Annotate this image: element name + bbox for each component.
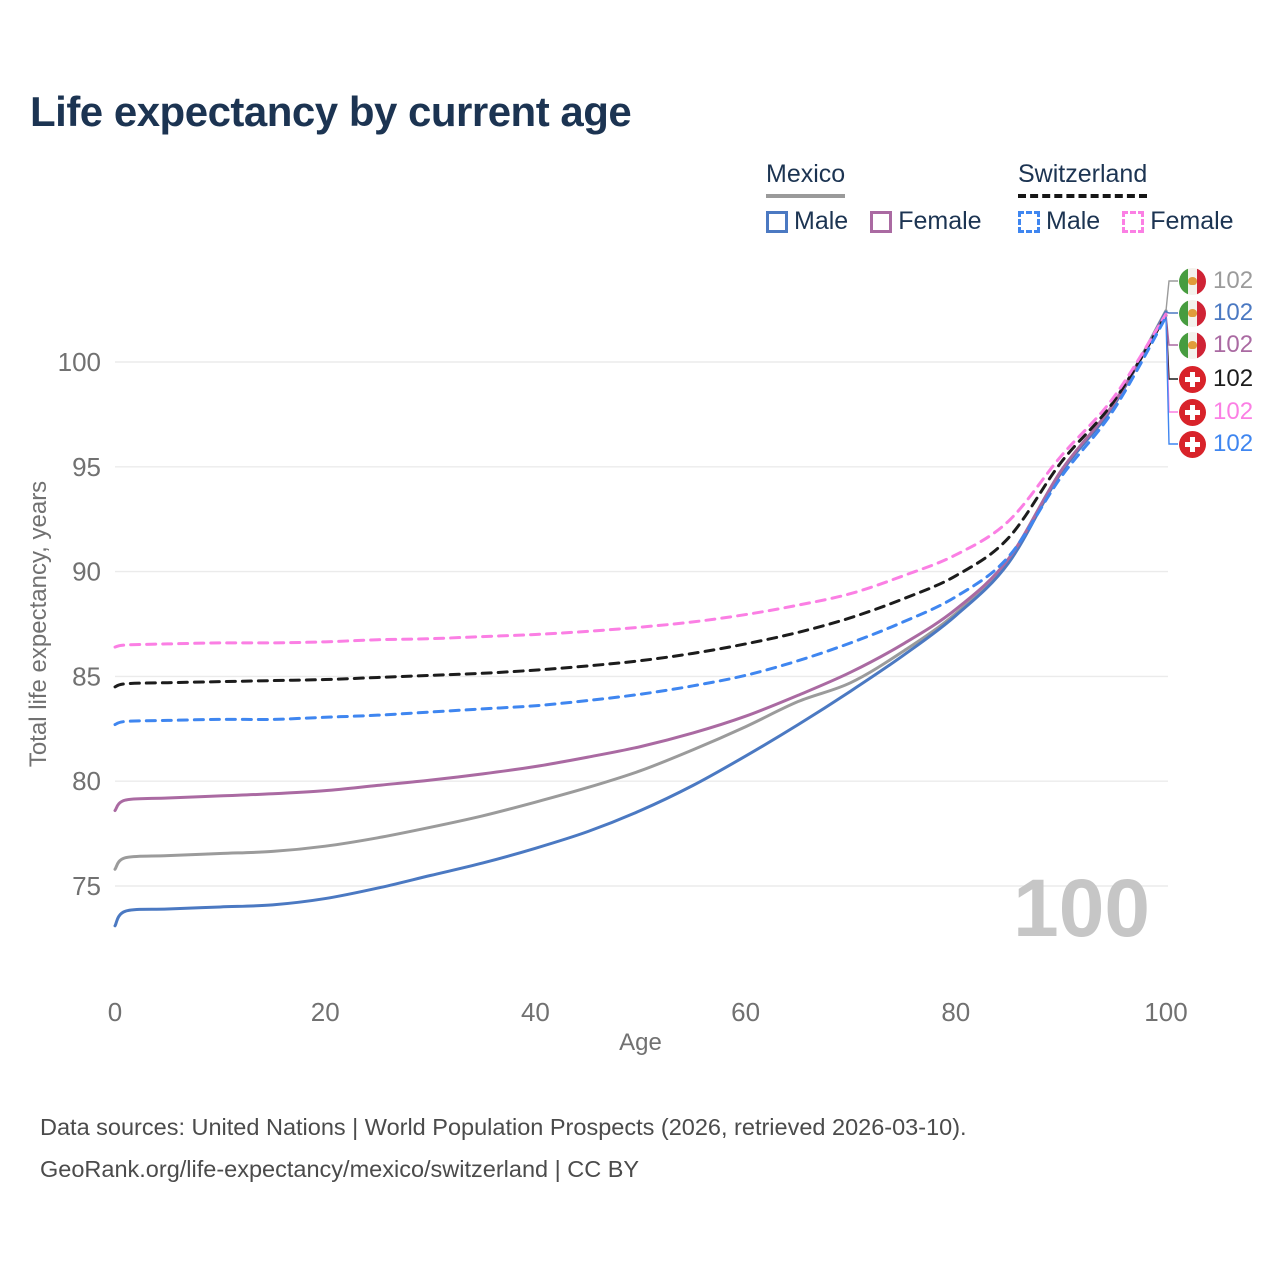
age-counter-watermark: 100 [1013, 863, 1150, 954]
endpoint-label-switzerland-male: 102 [1179, 430, 1253, 458]
endpoint-value: 102 [1213, 331, 1254, 358]
data-sources-footer: Data sources: United Nations | World Pop… [40, 1106, 967, 1190]
y-tick-100: 100 [58, 347, 101, 377]
footer-line-attribution: GeoRank.org/life-expectancy/mexico/switz… [40, 1156, 640, 1182]
mexico-flag-icon [1179, 299, 1206, 327]
leader-line-switzerland-male [1165, 316, 1178, 445]
endpoint-label-mexico-both: 102 [1179, 267, 1253, 295]
series-line-switzerland-female[interactable] [113, 312, 1168, 649]
x-tick-100: 100 [1144, 997, 1187, 1027]
y-tick-85: 85 [72, 661, 101, 691]
page-title: Life expectancy by current age [30, 88, 632, 135]
mexico-flag-icon [1179, 267, 1206, 295]
legend-items-switzerland: Male Female [1018, 207, 1234, 236]
series-line-switzerland-both[interactable] [113, 313, 1168, 689]
endpoint-value: 102 [1213, 267, 1254, 294]
endpoint-value: 102 [1213, 398, 1254, 425]
endpoint-label-mexico-male: 102 [1179, 299, 1253, 327]
legend-item-mexico-female[interactable]: Female [870, 207, 982, 236]
endpoint-value: 102 [1213, 299, 1254, 326]
endpoint-label-switzerland-female: 102 [1179, 398, 1253, 426]
x-tick-60: 60 [731, 997, 760, 1027]
x-tick-80: 80 [941, 997, 970, 1027]
mexico-female-swatch-icon [870, 210, 893, 233]
series-line-mexico-male[interactable] [113, 310, 1168, 928]
switzerland-male-swatch-icon [1018, 210, 1040, 233]
endpoint-value: 102 [1213, 430, 1254, 457]
y-tick-75: 75 [72, 871, 101, 901]
legend-items-mexico: Male Female [766, 207, 982, 236]
y-tick-80: 80 [72, 766, 101, 796]
endpoint-label-mexico-female: 102 [1179, 331, 1253, 359]
mexico-male-swatch-icon [766, 210, 788, 233]
legend-group-mexico: Mexico Male Female [766, 160, 982, 236]
x-axis-title: Age [619, 1029, 662, 1056]
legend-item-switzerland-male[interactable]: Male [1018, 207, 1100, 236]
leader-line-mexico-both [1165, 280, 1178, 311]
switzerland-female-swatch-icon [1122, 210, 1145, 233]
y-tick-95: 95 [72, 452, 101, 482]
legend-title-mexico: Mexico [766, 160, 846, 198]
series-line-mexico-both[interactable] [113, 309, 1168, 871]
legend-label-mexico-male: Male [794, 207, 849, 235]
series-line-switzerland-male[interactable] [113, 315, 1168, 727]
legend-label-switzerland-female: Female [1150, 207, 1234, 235]
switzerland-flag-icon [1179, 398, 1206, 426]
mexico-flag-icon [1179, 331, 1206, 359]
x-tick-40: 40 [521, 997, 550, 1027]
legend-title-switzerland: Switzerland [1018, 160, 1148, 198]
leader-line-mexico-male [1165, 311, 1178, 314]
footer-line-sources: Data sources: United Nations | World Pop… [40, 1114, 967, 1140]
endpoint-value: 102 [1213, 365, 1254, 392]
legend-label-mexico-female: Female [898, 207, 982, 235]
legend-item-switzerland-female[interactable]: Female [1122, 207, 1234, 236]
switzerland-flag-icon [1179, 365, 1206, 393]
y-tick-90: 90 [72, 557, 101, 587]
switzerland-flag-icon [1179, 430, 1206, 458]
x-tick-0: 0 [108, 997, 122, 1027]
legend-item-mexico-male[interactable]: Male [766, 207, 848, 236]
x-tick-20: 20 [311, 997, 340, 1027]
legend-label-switzerland-male: Male [1046, 207, 1101, 235]
legend-group-switzerland: Switzerland Male Female [1018, 160, 1234, 236]
y-axis-title: Total life expectancy, years [25, 481, 52, 767]
endpoint-label-switzerland-both: 102 [1179, 365, 1253, 393]
